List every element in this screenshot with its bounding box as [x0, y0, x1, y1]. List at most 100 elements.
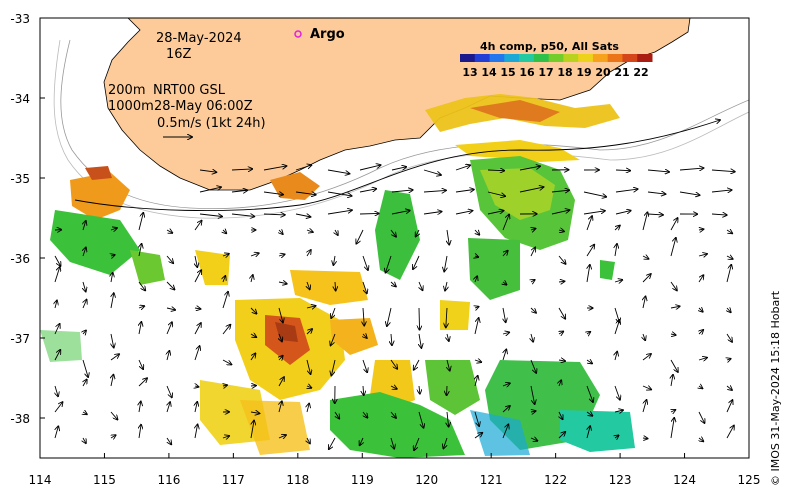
- velocity-arrow-icon: [83, 281, 86, 292]
- velocity-arrow-icon: [475, 256, 478, 257]
- colorbar-swatch: [519, 54, 535, 62]
- velocity-arrow-icon: [531, 229, 535, 230]
- velocity-arrow-icon: [263, 192, 283, 195]
- colorbar-tick-label: 20: [595, 66, 611, 79]
- y-tick-label: -34: [10, 92, 30, 106]
- velocity-arrow-icon: [222, 325, 230, 335]
- velocity-arrow-icon: [223, 230, 226, 233]
- x-tick-label: 122: [544, 473, 567, 487]
- velocity-arrow-icon: [335, 229, 338, 235]
- colorbar-swatch: [563, 54, 579, 62]
- velocity-arrow-icon: [614, 280, 622, 282]
- velocity-arrow-icon: [614, 385, 620, 400]
- velocity-arrow-icon: [359, 165, 381, 171]
- velocity-arrow-icon: [586, 360, 592, 363]
- y-tick-label: -37: [10, 332, 30, 346]
- velocity-arrow-icon: [726, 230, 732, 233]
- velocity-arrow-icon: [559, 380, 561, 387]
- velocity-arrow-icon: [223, 385, 227, 386]
- velocity-arrow-icon: [327, 169, 349, 174]
- colorbar-swatch: [548, 54, 564, 62]
- date-label: 28-May-2024: [156, 31, 242, 46]
- velocity-arrow-icon: [487, 170, 504, 171]
- velocity-arrow-icon: [138, 359, 143, 369]
- velocity-arrow-icon: [278, 377, 284, 387]
- velocity-arrow-icon: [279, 230, 283, 234]
- velocity-arrow-icon: [391, 210, 410, 215]
- velocity-arrow-icon: [223, 276, 225, 283]
- velocity-arrow-icon: [250, 421, 254, 439]
- velocity-arrow-icon: [726, 333, 732, 342]
- velocity-arrow-icon: [55, 300, 57, 309]
- colorbar-tick-label: 14: [481, 66, 497, 79]
- velocity-arrow-icon: [642, 212, 647, 231]
- x-tick-label: 114: [29, 473, 52, 487]
- velocity-arrow-icon: [138, 281, 145, 290]
- plot-frame: [39, 17, 750, 459]
- velocity-arrow-icon: [195, 402, 197, 413]
- x-tick-label: 120: [415, 473, 438, 487]
- velocity-arrow-icon: [391, 167, 406, 170]
- velocity-arrow-icon: [194, 346, 200, 361]
- velocity-arrow-icon: [390, 411, 396, 418]
- argo-marker-icon: [294, 30, 302, 38]
- velocity-arrow-icon: [278, 254, 285, 256]
- y-tick-label: -38: [10, 412, 30, 426]
- velocity-arrow-icon: [711, 214, 727, 215]
- velocity-arrow-icon: [306, 329, 312, 335]
- velocity-arrow-icon: [166, 322, 172, 335]
- velocity-arrow-icon: [391, 437, 394, 449]
- velocity-arrow-icon: [335, 281, 336, 291]
- velocity-arrow-icon: [139, 244, 142, 257]
- velocity-arrow-icon: [711, 190, 732, 192]
- velocity-arrow-icon: [387, 307, 392, 326]
- velocity-arrow-icon: [390, 282, 396, 286]
- velocity-arrow-icon: [671, 375, 673, 387]
- colorbar-tick-label: 22: [633, 66, 648, 79]
- velocity-arrow-icon: [474, 411, 479, 426]
- y-tick-label: -36: [10, 252, 30, 266]
- velocity-arrow-icon: [83, 300, 87, 309]
- velocity-arrow-icon: [487, 211, 503, 215]
- contour-label-1000m: 1000m: [108, 99, 154, 114]
- velocity-arrow-icon: [279, 333, 282, 341]
- velocity-arrow-icon: [699, 330, 703, 334]
- velocity-arrow-icon: [558, 307, 565, 319]
- velocity-arrow-icon: [615, 170, 630, 171]
- velocity-arrow-icon: [642, 256, 649, 259]
- colorbar-ticks: 13 14 15 16 17 18 19 20 21 22: [462, 66, 648, 79]
- colorbar-tick-label: 16: [519, 66, 535, 79]
- velocity-arrow-icon: [331, 307, 336, 318]
- velocity-arrow-icon: [670, 218, 678, 231]
- velocity-arrow-icon: [455, 211, 472, 215]
- velocity-arrow-icon: [423, 212, 442, 214]
- velocity-arrow-icon: [502, 424, 508, 439]
- velocity-arrow-icon: [502, 332, 509, 334]
- velocity-arrow-icon: [614, 320, 620, 335]
- velocity-arrow-icon: [530, 359, 536, 373]
- velocity-arrow-icon: [443, 437, 448, 448]
- velocity-arrow-icon: [278, 282, 287, 284]
- velocity-arrow-icon: [647, 192, 665, 194]
- velocity-arrow-icon: [386, 255, 392, 273]
- velocity-arrow-icon: [455, 165, 470, 171]
- velocity-arrow-icon: [727, 308, 731, 312]
- velocity-arrow-icon: [447, 359, 450, 371]
- velocity-arrow-icon: [195, 424, 198, 439]
- x-axis: 114 115 116 117 118 119 120 121 122 123 124 125: [29, 453, 760, 487]
- y-tick-label: -33: [10, 12, 30, 26]
- velocity-arrow-icon: [503, 349, 506, 361]
- velocity-arrow-icon: [413, 255, 420, 269]
- velocity-arrow-icon: [139, 322, 141, 335]
- velocity-arrow-icon: [726, 400, 732, 413]
- velocity-arrow-icon: [502, 251, 508, 257]
- velocity-arrow-icon: [670, 306, 680, 308]
- velocity-arrow-icon: [444, 255, 447, 271]
- contour-200m: [60, 39, 749, 210]
- velocity-arrow-icon: [306, 359, 311, 374]
- velocity-arrow-icon: [279, 401, 282, 413]
- velocity-arrow-icon: [331, 333, 336, 345]
- velocity-arrow-icon: [307, 404, 309, 413]
- velocity-arrow-icon: [670, 359, 678, 372]
- velocity-arrow-icon: [474, 360, 481, 362]
